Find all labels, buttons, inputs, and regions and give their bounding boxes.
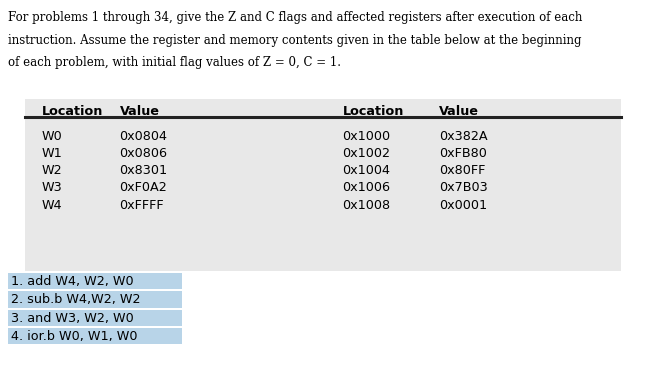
Text: Location: Location (42, 105, 103, 118)
Text: 3. and W3, W2, W0: 3. and W3, W2, W0 (11, 312, 134, 325)
Text: 2. sub.b W4,W2, W2: 2. sub.b W4,W2, W2 (11, 293, 140, 306)
Text: Value: Value (439, 105, 479, 118)
Text: W1: W1 (42, 147, 63, 160)
Text: 1. add W4, W2, W0: 1. add W4, W2, W0 (11, 275, 134, 288)
FancyBboxPatch shape (8, 310, 182, 326)
Text: 0x7B03: 0x7B03 (439, 181, 488, 194)
Text: 0xF0A2: 0xF0A2 (120, 181, 167, 194)
Text: 0xFB80: 0xFB80 (439, 147, 487, 160)
FancyBboxPatch shape (25, 99, 621, 271)
FancyBboxPatch shape (8, 328, 182, 344)
Text: 0x1002: 0x1002 (342, 147, 390, 160)
Text: 0x0804: 0x0804 (120, 130, 167, 143)
Text: 0x1000: 0x1000 (342, 130, 390, 143)
Text: W4: W4 (42, 199, 63, 212)
Text: 0x0001: 0x0001 (439, 199, 487, 212)
FancyBboxPatch shape (8, 291, 182, 308)
Text: 0x8301: 0x8301 (120, 164, 167, 177)
Text: 0x1006: 0x1006 (342, 181, 390, 194)
Text: W0: W0 (42, 130, 63, 143)
Text: Location: Location (342, 105, 404, 118)
Text: 0xFFFF: 0xFFFF (120, 199, 164, 212)
Text: W3: W3 (42, 181, 63, 194)
Text: of each problem, with initial flag values of Z = 0, C = 1.: of each problem, with initial flag value… (8, 56, 340, 69)
Text: 0x382A: 0x382A (439, 130, 488, 143)
FancyBboxPatch shape (8, 273, 182, 289)
Text: 0x80FF: 0x80FF (439, 164, 486, 177)
Text: instruction. Assume the register and memory contents given in the table below at: instruction. Assume the register and mem… (8, 34, 581, 47)
Text: 4. ior.b W0, W1, W0: 4. ior.b W0, W1, W0 (11, 330, 138, 343)
Text: 0x0806: 0x0806 (120, 147, 167, 160)
Text: W2: W2 (42, 164, 63, 177)
Text: 0x1008: 0x1008 (342, 199, 390, 212)
Text: For problems 1 through 34, give the Z and C flags and affected registers after e: For problems 1 through 34, give the Z an… (8, 11, 582, 24)
Text: Value: Value (120, 105, 160, 118)
Text: 0x1004: 0x1004 (342, 164, 390, 177)
